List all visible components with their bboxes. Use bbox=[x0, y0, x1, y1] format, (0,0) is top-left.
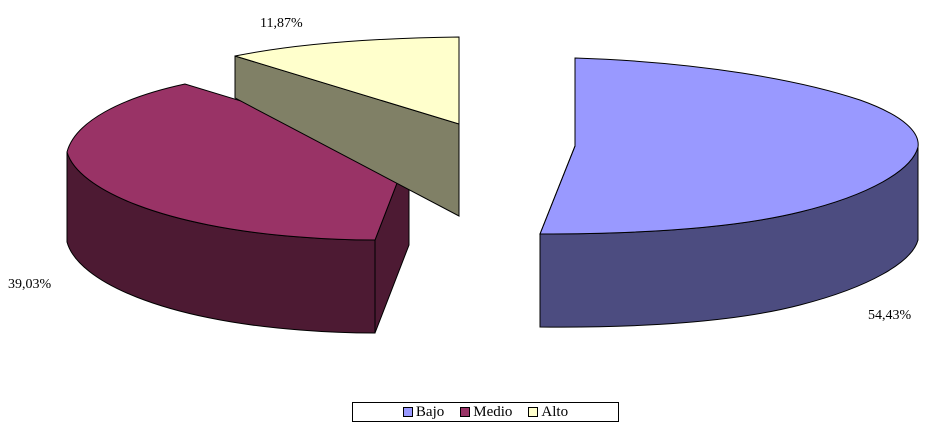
legend-item-bajo: Bajo bbox=[402, 403, 445, 421]
legend-label-bajo: Bajo bbox=[415, 403, 445, 420]
legend-swatch-bajo bbox=[402, 407, 413, 417]
legend-item-alto: Alto bbox=[528, 404, 568, 421]
slice-bajo bbox=[539, 57, 919, 328]
chart-legend: Bajo Medio Alto bbox=[352, 402, 619, 422]
legend-item-medio: Medio bbox=[460, 404, 512, 421]
legend-label-medio: Medio bbox=[473, 403, 513, 420]
pie-chart: 11,87% 39,03% 54,43% bbox=[8, 16, 919, 334]
slice-alto-top bbox=[234, 36, 460, 125]
slice-bajo-top bbox=[539, 57, 919, 235]
slice-medio-top bbox=[66, 83, 410, 241]
legend-label-alto: Alto bbox=[541, 403, 569, 420]
legend-swatch-medio bbox=[460, 407, 471, 417]
data-label-medio: 39,03% bbox=[8, 277, 52, 292]
data-label-alto: 11,87% bbox=[260, 16, 303, 31]
slice-alto bbox=[234, 36, 460, 217]
legend-swatch-alto bbox=[528, 407, 539, 417]
slice-medio bbox=[66, 83, 410, 334]
data-label-bajo: 54,43% bbox=[868, 308, 912, 323]
slice-bajo-inner-wall bbox=[539, 58, 576, 235]
